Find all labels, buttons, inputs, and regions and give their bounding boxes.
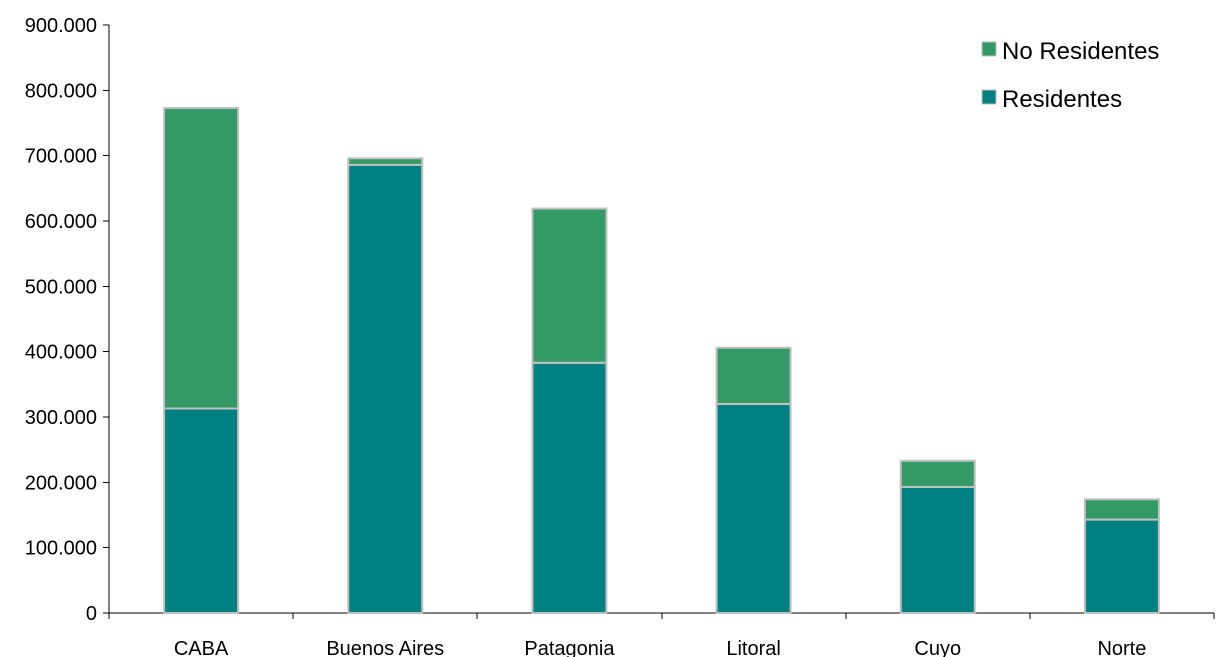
legend-swatch <box>981 41 997 57</box>
bar-residentes <box>347 163 424 615</box>
y-tick-label: 0 <box>86 603 97 625</box>
y-tick-label: 600.000 <box>25 211 97 233</box>
legend-label: Residentes <box>1002 86 1122 113</box>
bar-no-residentes <box>899 459 976 488</box>
x-category-label: Litoral <box>726 638 780 657</box>
y-tick-label: 400.000 <box>25 342 97 364</box>
x-category-label: CABA <box>174 638 229 657</box>
bar-residentes <box>531 361 608 615</box>
y-tick-label: 700.000 <box>25 146 97 168</box>
y-tick-label: 300.000 <box>25 407 97 429</box>
legend-label: No Residentes <box>1002 38 1159 65</box>
x-category-label: Cuyo <box>914 638 961 657</box>
bar-no-residentes <box>715 346 792 405</box>
bar-no-residentes <box>1083 498 1160 521</box>
bar-residentes <box>899 485 976 615</box>
y-axis: 0 100.000 200.000 300.000 400.000 500.000 600.… <box>25 15 110 625</box>
x-category-label: Norte <box>1097 638 1146 657</box>
bar-residentes <box>163 407 240 614</box>
y-tick-label: 900.000 <box>25 15 97 37</box>
bar-no-residentes <box>531 207 608 364</box>
x-category-label: Buenos Aires <box>326 638 444 657</box>
x-axis: CABA Buenos Aires Patagonia Litoral Cuyo Nort… <box>108 612 1215 657</box>
bar-no-residentes <box>347 157 424 166</box>
y-tick-label: 100.000 <box>25 538 97 560</box>
y-tick-label: 200.000 <box>25 472 97 494</box>
bar-no-residentes <box>163 106 240 410</box>
bar-residentes <box>1083 518 1160 614</box>
legend: No Residentes Residentes <box>981 38 1159 113</box>
x-category-label: Patagonia <box>524 638 615 657</box>
y-tick-label: 500.000 <box>25 276 97 298</box>
bar-residentes <box>715 402 792 614</box>
bars <box>163 106 1160 615</box>
y-tick-label: 800.000 <box>25 80 97 102</box>
legend-swatch <box>981 89 997 105</box>
